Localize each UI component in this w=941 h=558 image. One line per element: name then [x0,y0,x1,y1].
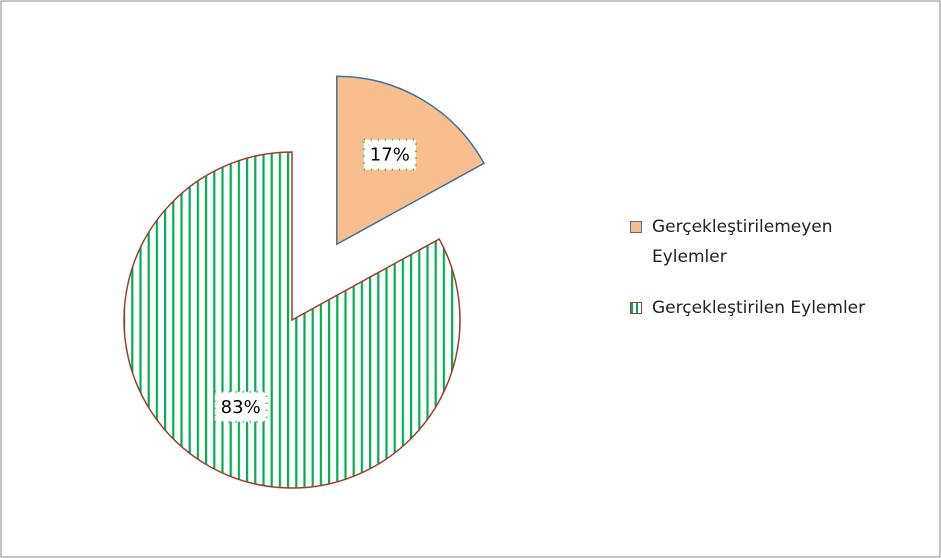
legend-label: Gerçekleştirilemeyen Eylemler [652,217,833,267]
data-label-box [362,138,417,171]
data-label: 83% [221,397,261,418]
data-label: 17% [370,145,410,166]
legend-swatch [630,302,642,314]
legend-swatch [630,221,642,233]
data-label-box [213,390,268,423]
pie-slice [123,151,461,489]
legend-label: Gerçekleştirilen Eylemler [652,298,866,318]
